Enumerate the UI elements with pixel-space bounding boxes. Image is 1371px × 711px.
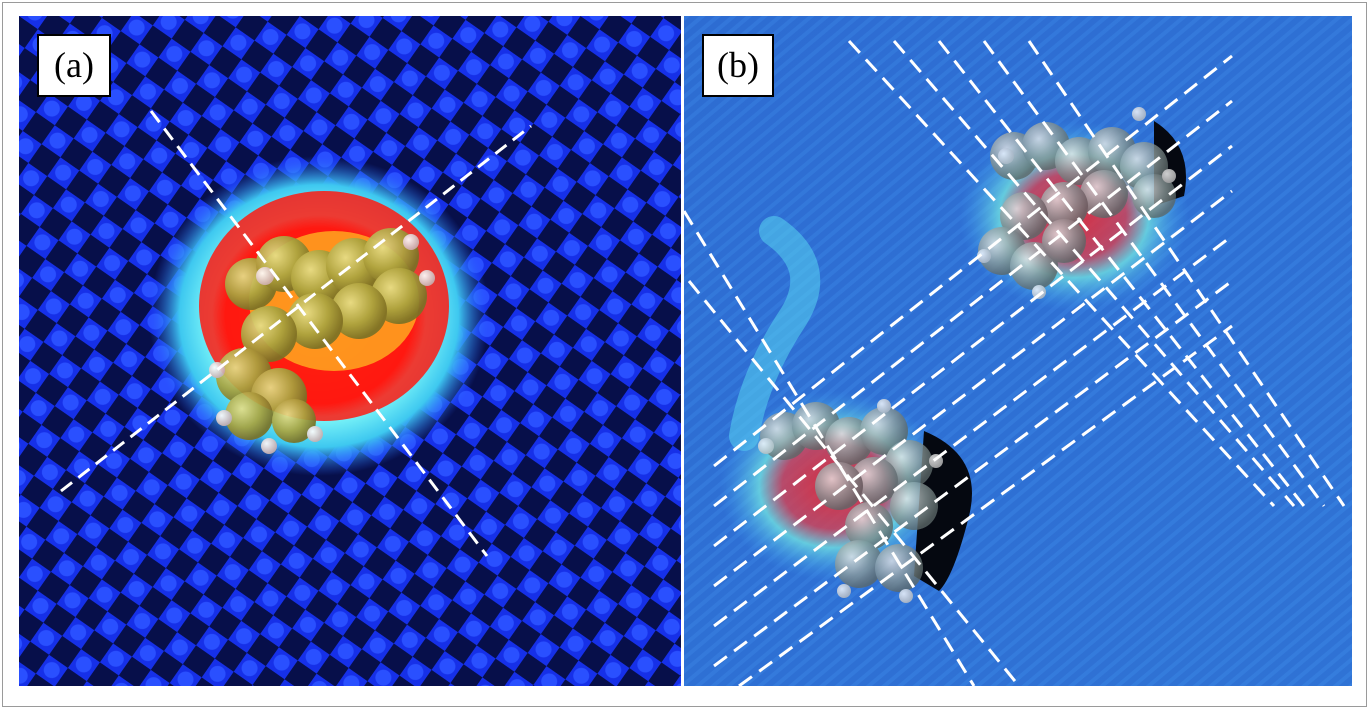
guide-lines — [684, 39, 1346, 686]
panel-a: (a) — [19, 16, 681, 686]
panel-b-label: (b) — [702, 34, 774, 97]
panel-b-image — [684, 16, 1352, 686]
molecule-upper — [959, 107, 1189, 311]
panel-a-image — [19, 16, 681, 686]
guide-lines — [60, 110, 532, 557]
molecule-lower — [719, 391, 972, 603]
cyan-trace — [729, 216, 821, 451]
panel-b: (b) — [684, 16, 1352, 686]
panel-a-label: (a) — [37, 34, 111, 97]
molecule-model — [209, 228, 435, 454]
